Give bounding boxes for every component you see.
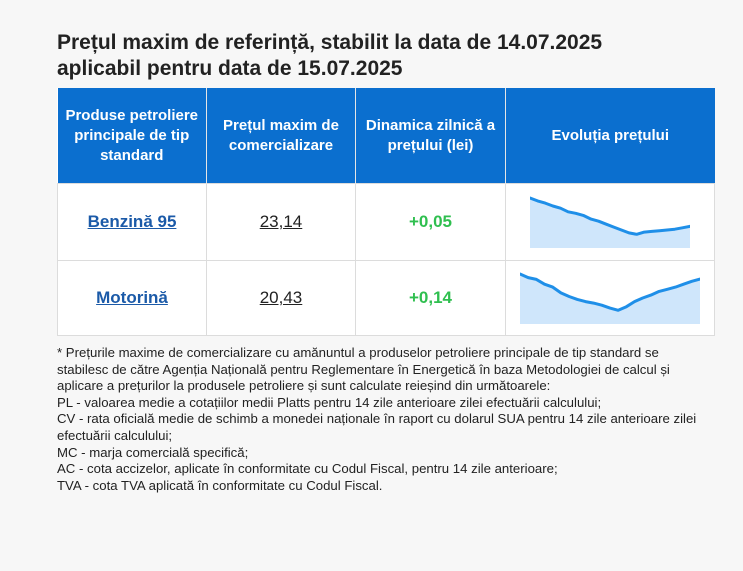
footnote-cv: CV - rata oficială medie de schimb a mon… (57, 411, 697, 443)
price-value[interactable]: 20,43 (259, 288, 303, 307)
product-cell: Benzină 95 (57, 183, 207, 261)
header-products: Produse petroliere principale de tip sta… (57, 88, 207, 184)
title-line-1: Prețul maxim de referință, stabilit la d… (57, 31, 603, 54)
sparkline-benzina-95 (530, 196, 690, 248)
product-cell: Motorină (57, 260, 207, 336)
price-delta: +0,05 (408, 212, 452, 231)
title-line-2: aplicabil pentru data de 15.07.2025 (57, 57, 403, 80)
product-link-benzina-95[interactable]: Benzină 95 (87, 212, 177, 231)
footnote-mc: MC - marja comercială specifică; (57, 444, 249, 460)
table-header-row: Produse petroliere principale de tip sta… (57, 88, 715, 184)
footnote-intro: * Prețurile maxime de comercializare cu … (57, 345, 670, 394)
header-price-evolution: Evoluția prețului (505, 88, 715, 184)
price-table: Produse petroliere principale de tip sta… (57, 88, 715, 336)
sparkline-line (530, 196, 690, 236)
footnotes: * Prețurile maxime de comercializare cu … (57, 345, 697, 494)
product-link-motorina[interactable]: Motorină (96, 288, 168, 307)
price-cell: 20,43 (206, 260, 356, 336)
footnote-tva: TVA - cota TVA aplicată în conformitate … (57, 477, 383, 493)
page-title: Prețul maxim de referință, stabilit la d… (57, 30, 697, 82)
table-row: Motorină 20,43 +0,14 (57, 260, 715, 336)
header-daily-change: Dinamica zilnică a prețului (lei) (355, 88, 506, 184)
footnote-pl: PL - valoarea medie a cotațiilor medii P… (57, 394, 602, 410)
sparkline-motorina (520, 272, 700, 324)
table-row: Benzină 95 23,14 +0,05 (57, 183, 715, 261)
sparkline-line (520, 272, 700, 312)
footnote-ac: AC - cota accizelor, aplicate în conform… (57, 461, 558, 477)
delta-cell: +0,05 (355, 183, 506, 261)
sparkline-cell (505, 260, 715, 336)
price-delta: +0,14 (408, 288, 452, 307)
sparkline-cell (505, 183, 715, 261)
header-max-price: Prețul maxim de comercializare (206, 88, 356, 184)
price-cell: 23,14 (206, 183, 356, 261)
sparkline-area (530, 198, 690, 248)
delta-cell: +0,14 (355, 260, 506, 336)
sparkline-area (520, 274, 700, 324)
price-value[interactable]: 23,14 (259, 212, 303, 231)
